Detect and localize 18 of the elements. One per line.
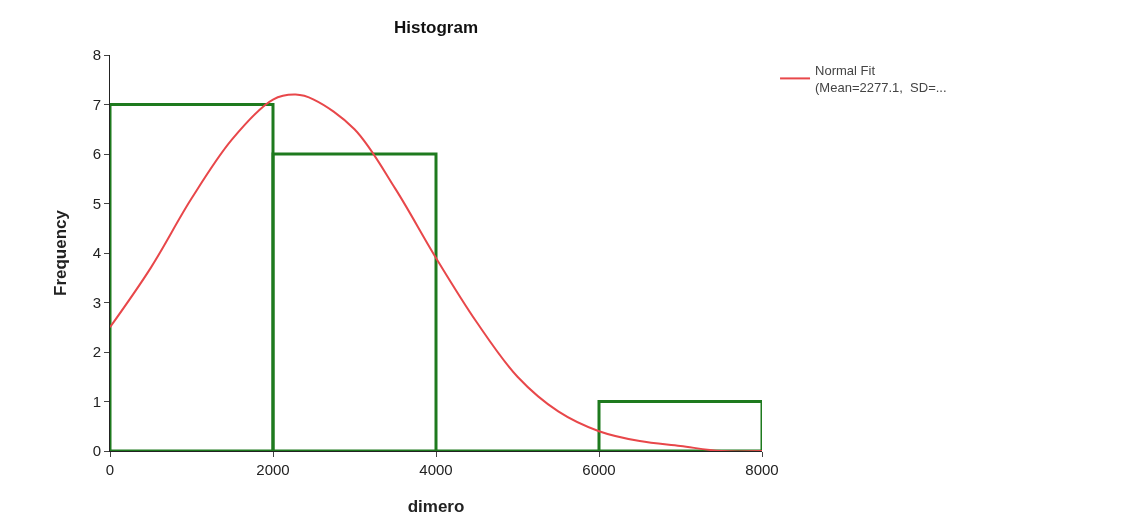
x-tick-label: 2000 bbox=[256, 461, 290, 478]
x-tick-label: 6000 bbox=[582, 461, 616, 478]
y-tick-label: 2 bbox=[92, 343, 101, 361]
x-axis-title: dimero bbox=[407, 497, 465, 516]
y-tick-label: 1 bbox=[92, 392, 101, 410]
y-axis-title: Frequency bbox=[51, 209, 70, 296]
y-tick-label: 0 bbox=[92, 442, 101, 460]
legend-label: Normal Fit (Mean=2277.1, SD=... bbox=[815, 63, 947, 95]
y-tick-label: 3 bbox=[92, 293, 101, 311]
y-tick-label: 5 bbox=[92, 194, 101, 212]
x-tick-label: 4000 bbox=[419, 461, 453, 478]
x-tick-label: 0 bbox=[105, 461, 115, 478]
y-tick-label: 4 bbox=[92, 244, 101, 262]
y-tick-label: 6 bbox=[92, 145, 101, 163]
y-tick-label: 7 bbox=[92, 95, 101, 113]
chart-title: Histogram bbox=[393, 17, 479, 37]
y-tick-label: 8 bbox=[92, 46, 101, 64]
x-tick-label: 8000 bbox=[745, 461, 779, 478]
